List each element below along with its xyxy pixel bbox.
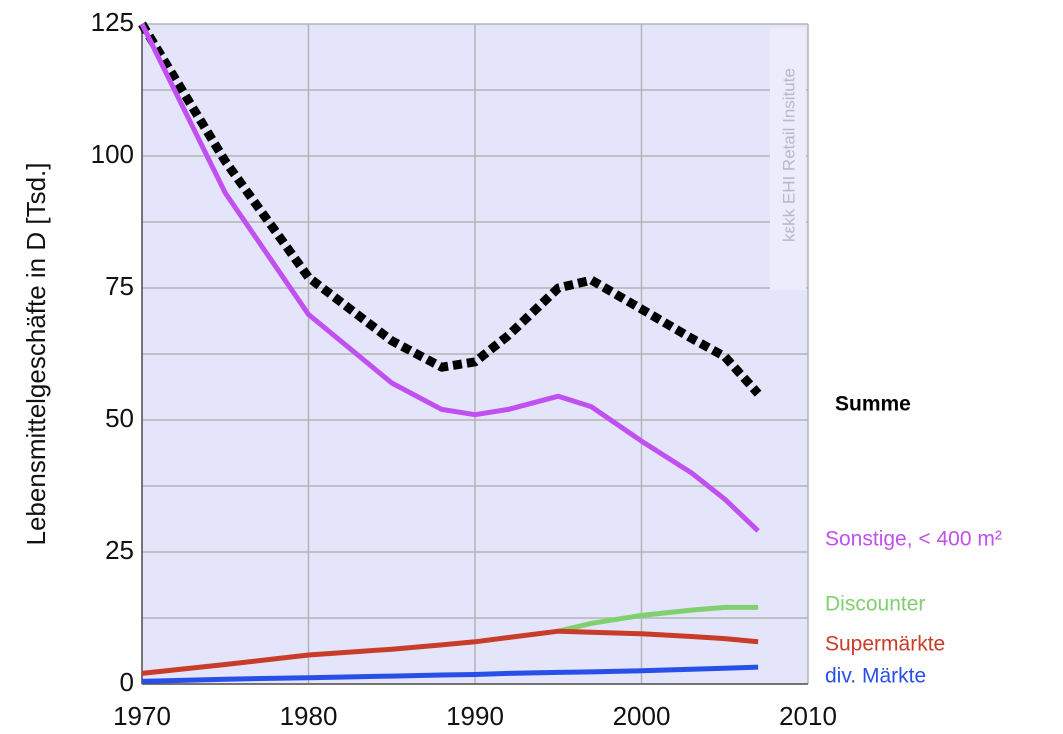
x-tick-label: 2000 bbox=[613, 701, 671, 731]
series-line bbox=[557, 604, 759, 634]
x-tick-label: 1990 bbox=[446, 701, 504, 731]
series-line bbox=[139, 22, 760, 533]
series-line bbox=[138, 21, 762, 397]
series-line bbox=[141, 664, 759, 684]
series-line bbox=[141, 628, 759, 676]
y-tick-label: 100 bbox=[91, 139, 134, 169]
x-tick-label: 1980 bbox=[280, 701, 338, 731]
y-axis-label: Lebensmittelgeschäfte in D [Tsd.] bbox=[21, 163, 51, 546]
legend-label: div. Märkte bbox=[825, 665, 926, 688]
x-tick-label: 1970 bbox=[113, 701, 171, 731]
watermark-bg bbox=[770, 28, 806, 290]
y-tick-label: 125 bbox=[91, 7, 134, 37]
watermark: kεkk EHI Retail Insitute bbox=[779, 68, 798, 242]
legend-label: Summe bbox=[835, 393, 911, 416]
legend-label: Supermärkte bbox=[825, 633, 945, 656]
y-tick-label: 75 bbox=[105, 271, 134, 301]
y-tick-label: 25 bbox=[105, 535, 134, 565]
y-tick-label: 50 bbox=[105, 403, 134, 433]
y-tick-label: 0 bbox=[120, 667, 134, 697]
legend-label: Discounter bbox=[825, 593, 925, 616]
x-tick-label: 2010 bbox=[779, 701, 837, 731]
legend-label: Sonstige, < 400 m² bbox=[825, 528, 1002, 551]
